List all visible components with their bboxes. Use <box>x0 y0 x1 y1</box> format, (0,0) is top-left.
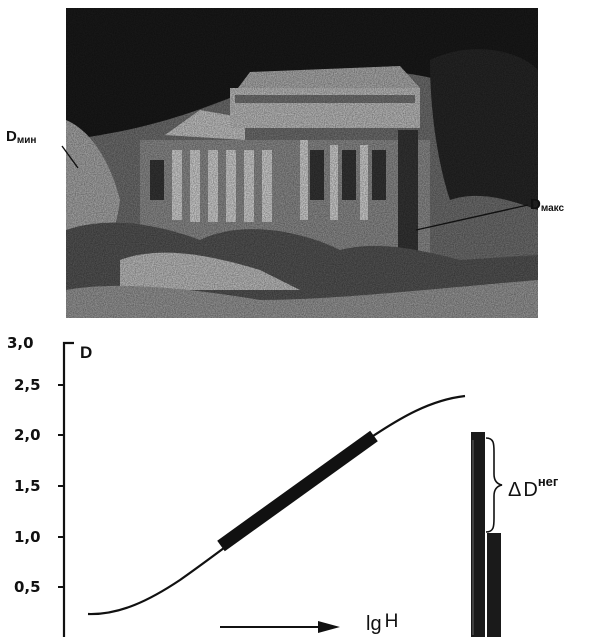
density-bar-min <box>487 533 501 637</box>
y-tick-marks <box>58 384 64 588</box>
y-axis-label: D <box>80 343 92 362</box>
d-min-pointer <box>61 145 79 169</box>
linear-section <box>217 430 378 552</box>
d-max-label: Dмакс <box>530 196 565 214</box>
x-axis-label: lg H <box>366 611 398 635</box>
d-min-label: Dмин <box>6 128 36 146</box>
d-max-pointer <box>415 204 529 231</box>
density-bar-max <box>471 432 485 637</box>
x-arrow-head <box>318 621 340 633</box>
y-tick-label: 2,5 <box>14 376 41 394</box>
building-photo <box>66 8 538 318</box>
y-tick-label: 3,0 <box>7 334 34 352</box>
y-tick-label: 0,5 <box>14 578 41 596</box>
delta-brace <box>485 437 503 533</box>
y-tick-label: 2,0 <box>14 426 41 444</box>
delta-d-neg-label: Δ Dнег <box>508 474 559 501</box>
y-tick-label: 1,5 <box>14 477 41 495</box>
y-tick-label: 1,0 <box>14 528 41 546</box>
y-axis <box>62 341 74 637</box>
